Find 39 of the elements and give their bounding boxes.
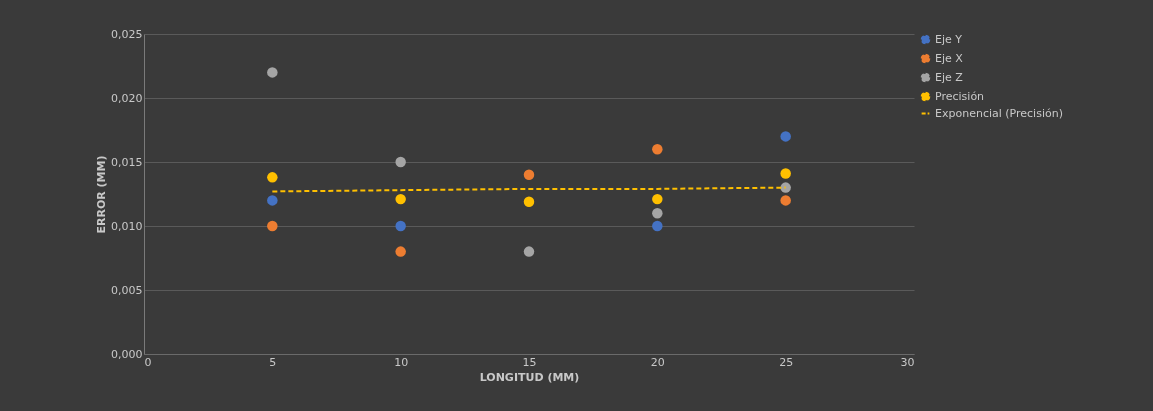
legend-label: Eje X [935,51,964,65]
y-tick-label: 0,005 [111,283,143,297]
x-tick-label: 25 [779,355,794,369]
point [780,182,791,193]
point [395,246,406,257]
point [267,172,278,183]
point [395,156,406,168]
point [523,196,535,207]
point [395,220,406,232]
point [523,246,535,257]
y-axis-title: ERROR (MM) [95,155,109,234]
y-tick-label: 0,010 [111,219,143,233]
y-tick-label: 0,000 [111,347,143,361]
point [267,67,278,78]
y-tick-label: 0,025 [111,27,143,41]
point [652,193,663,205]
legend-label: Precisión [935,89,985,103]
point [523,169,535,181]
point [267,220,278,232]
x-tick-label: 0 [144,355,152,369]
legend-label: Eje Z [935,70,964,84]
point [780,168,791,179]
x-tick-label: 20 [650,355,665,369]
x-axis-title: LONGITUD (MM) [479,370,580,384]
y-tick-label: 0,020 [111,91,143,105]
point [652,207,663,219]
legend-label: Eje Y [935,32,963,46]
point [652,143,663,155]
y-tick-label: 0,015 [111,155,143,169]
point [780,195,791,206]
x-tick-label: 10 [394,355,409,369]
legend-label: Exponencial (Precisión) [935,106,1063,120]
x-tick-label: 30 [900,355,915,369]
point [780,131,791,142]
x-tick-label: 15 [522,355,537,369]
point [267,195,278,206]
point [652,220,663,232]
point [395,193,406,205]
x-tick-label: 5 [269,355,277,369]
